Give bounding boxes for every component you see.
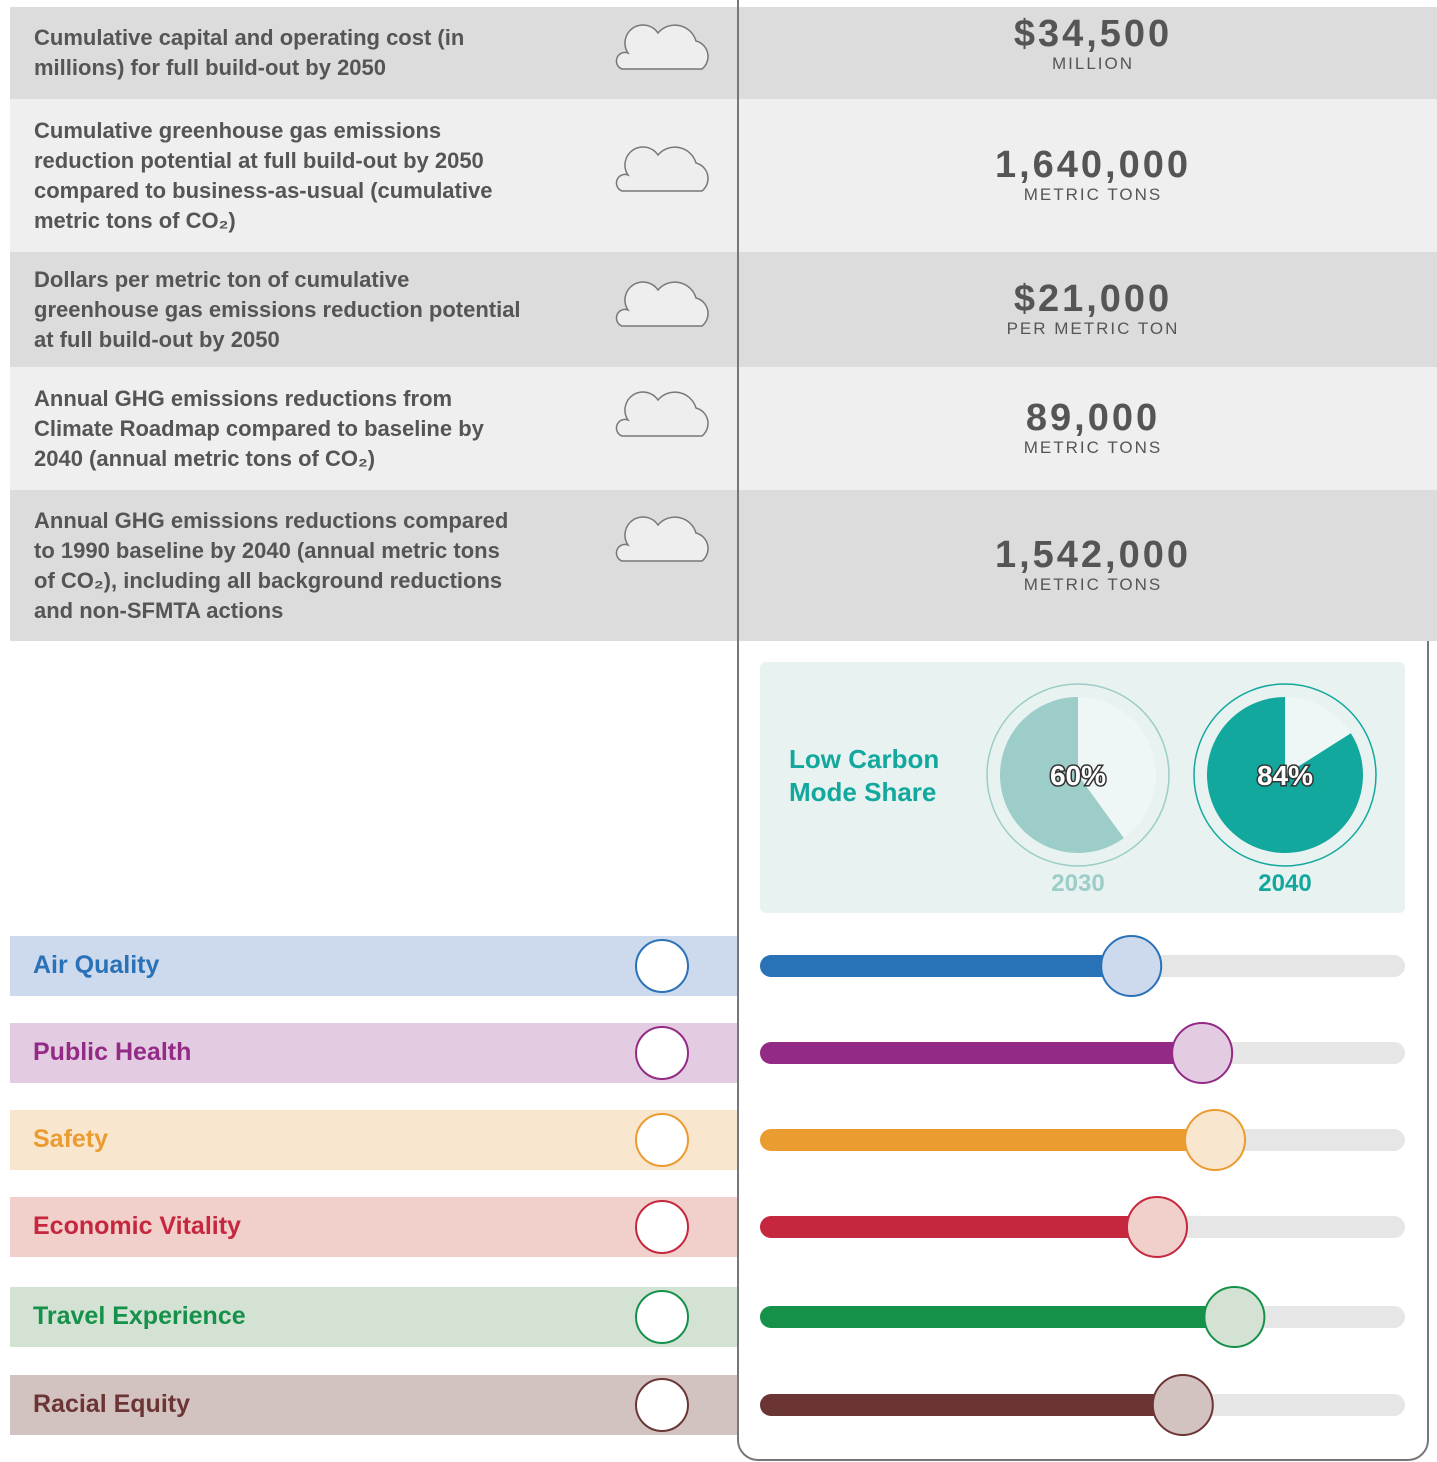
metric-label: Cumulative capital and operating cost (i… — [34, 23, 464, 83]
pie-slice — [1000, 697, 1124, 853]
row-icon — [635, 1378, 689, 1432]
label-line: metric tons of CO₂) — [34, 207, 236, 233]
pie-outline — [1193, 683, 1377, 867]
bar-icon — [1126, 1196, 1188, 1258]
row-icon — [635, 1026, 689, 1080]
value-unit: METRIC TONS — [1023, 437, 1163, 457]
value-number: $21,000 — [1013, 277, 1173, 320]
metric-value: 89,000 METRIC TONS — [900, 398, 1286, 458]
metric-label: Annual GHG emissions reductions from Clim… — [34, 384, 484, 474]
bar-icon — [1184, 1109, 1247, 1171]
label-line: Cumulative capital and operating cost (i… — [34, 25, 465, 50]
cloud-icon — [615, 391, 709, 437]
pie-slice — [1206, 697, 1363, 853]
bar-icon — [1151, 1374, 1214, 1436]
label-line: Climate Roadmap compared to baseline by — [34, 415, 484, 441]
row-icon — [635, 939, 689, 993]
cloud-icon — [615, 146, 709, 192]
label-line: compared to business-as-usual (cumulativ… — [34, 177, 493, 203]
impact-row: Racial Equity — [10, 1375, 737, 1435]
bar-icon — [1100, 935, 1163, 997]
impact-row: Public Health — [10, 1023, 737, 1083]
pie-label: 60% — [1050, 760, 1106, 791]
metric-row: Dollars per metric ton of cumulative gree… — [10, 252, 1437, 367]
bar-icon — [1203, 1286, 1266, 1348]
bar — [760, 1216, 1147, 1238]
value-unit: METRIC TONS — [1023, 184, 1163, 204]
cloud-icon — [615, 24, 709, 70]
cloud-icon — [615, 281, 709, 327]
column-border — [737, 0, 1429, 1461]
row-icon — [635, 1113, 689, 1167]
label-line: Dollars per metric ton of cumulative — [34, 266, 410, 292]
bar-icon — [1171, 1022, 1234, 1084]
metric-row: Annual GHG emissions reductions from Clim… — [10, 367, 1437, 490]
metric-label: Annual GHG emissions reductions compared… — [34, 506, 508, 626]
metric-value: 1,542,000 METRIC TONS — [900, 535, 1286, 595]
impact-name: Travel Experience — [33, 1302, 246, 1330]
impact-row: Air Quality — [10, 936, 737, 996]
bar — [760, 1306, 1225, 1328]
pie-label: 84% — [1257, 760, 1313, 791]
metric-label: Dollars per metric ton of cumulative gree… — [34, 265, 521, 355]
label-line: millions) for full build-out by 2050 — [34, 55, 387, 80]
mode-share-title: Low Carbon — [789, 744, 939, 774]
label-line: reduction potential at full build-out by… — [34, 147, 484, 173]
pie-year: 2030 — [1051, 870, 1104, 897]
impact-name: Safety — [33, 1125, 109, 1153]
metric-value: $21,000 PER METRIC TON — [900, 279, 1286, 339]
pie-outline — [986, 683, 1170, 867]
bar — [760, 1129, 1206, 1151]
metric-row: Cumulative capital and operating cost (i… — [10, 7, 1437, 99]
value-unit: PER METRIC TON — [1006, 318, 1180, 338]
label-line: at full build-out by 2050 — [34, 326, 280, 352]
row-icon — [635, 1290, 689, 1344]
bar — [760, 955, 1122, 977]
bar — [760, 1394, 1173, 1416]
label-line: greenhouse gas emissions reduction poten… — [34, 296, 521, 322]
impact-name: Public Health — [33, 1038, 192, 1066]
impact-row: Travel Experience — [10, 1287, 737, 1347]
impact-row: Economic Vitality — [10, 1197, 737, 1257]
impact-name: Economic Vitality — [33, 1212, 241, 1240]
metric-value: $34,500 MILLION — [900, 14, 1286, 74]
metric-value: 1,640,000 METRIC TONS — [900, 145, 1286, 205]
metric-row: Cumulative greenhouse gas emissions reduc… — [10, 99, 1437, 252]
mode-share-title: Mode Share — [789, 777, 936, 807]
value-number: 1,542,000 — [994, 533, 1192, 576]
metric-row: Annual GHG emissions reductions compared… — [10, 490, 1437, 641]
label-line: to 1990 baseline by 2040 (annual metric … — [34, 537, 500, 563]
value-number: 89,000 — [1025, 396, 1161, 439]
label-line: Annual GHG emissions reductions compared — [34, 507, 509, 533]
impact-row: Safety — [10, 1110, 737, 1170]
pie-year: 2040 — [1258, 870, 1311, 897]
impact-name: Air Quality — [33, 951, 160, 979]
value-unit: MILLION — [1051, 54, 1135, 73]
value-unit: METRIC TONS — [1023, 574, 1163, 594]
label-line: 2040 (annual metric tons of CO₂) — [34, 445, 376, 471]
value-number: 1,640,000 — [994, 143, 1192, 186]
metric-label: Cumulative greenhouse gas emissions reduc… — [34, 116, 492, 236]
label-line: of CO₂), including all background reduct… — [34, 567, 503, 593]
row-icon — [635, 1200, 689, 1254]
cloud-icon — [615, 516, 709, 562]
label-line: and non-SFMTA actions — [34, 597, 284, 623]
value-number: $34,500 — [1013, 13, 1173, 55]
bar — [760, 1042, 1193, 1064]
label-line: Cumulative greenhouse gas emissions — [34, 117, 442, 143]
impact-name: Racial Equity — [33, 1390, 190, 1418]
label-line: Annual GHG emissions reductions from — [34, 385, 453, 411]
